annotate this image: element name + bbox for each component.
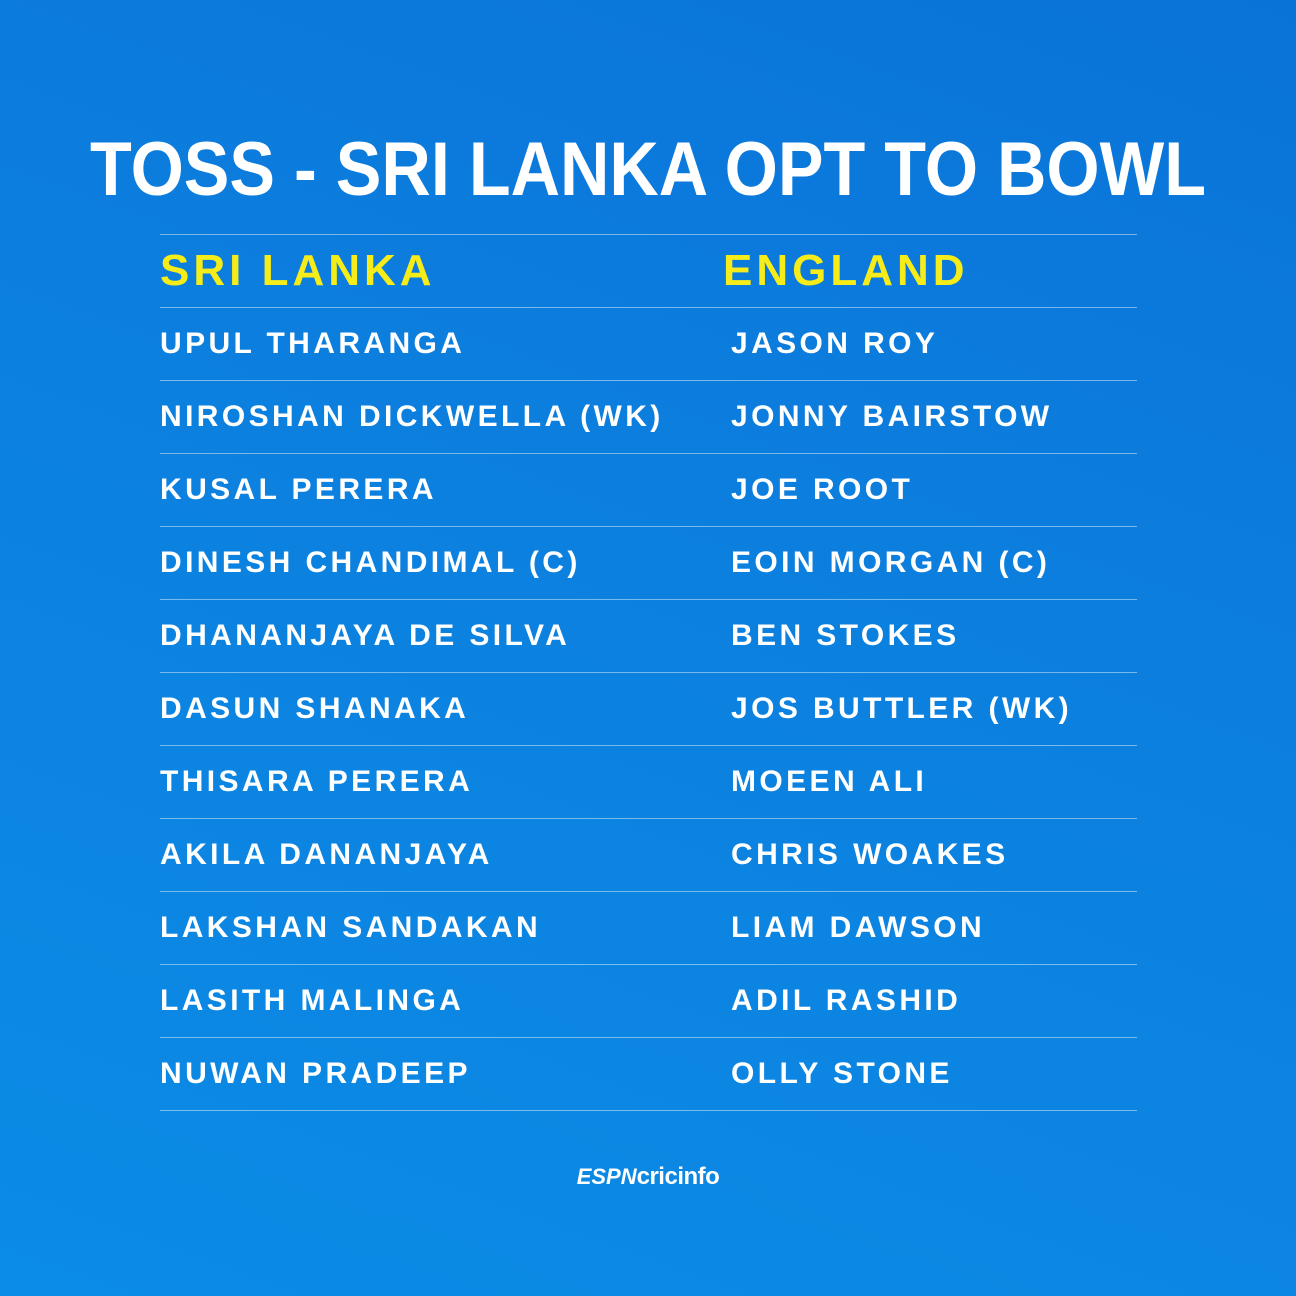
player-england: JASON ROY <box>731 327 939 360</box>
cricinfo-wordmark: cricinfo <box>636 1163 720 1190</box>
lineup-table: SRI LANKA ENGLAND UPUL THARANGA JASON RO… <box>160 234 1137 1111</box>
player-sri-lanka: LAKSHAN SANDAKAN <box>160 911 542 944</box>
player-sri-lanka: KUSAL PERERA <box>160 473 437 506</box>
player-england: JONNY BAIRSTOW <box>731 400 1053 433</box>
espn-wordmark: ESPN <box>576 1164 637 1189</box>
player-sri-lanka: DHANANJAYA DE SILVA <box>160 619 571 652</box>
team-name-sri-lanka: SRI LANKA <box>160 246 436 295</box>
player-sri-lanka: AKILA DANANJAYA <box>160 838 493 871</box>
player-england: CHRIS WOAKES <box>731 838 1009 871</box>
team-header-row: SRI LANKA ENGLAND <box>160 234 1137 307</box>
player-england: EOIN MORGAN (C) <box>731 546 1051 579</box>
player-sri-lanka: DINESH CHANDIMAL (C) <box>160 546 581 579</box>
player-row: DASUN SHANAKA JOS BUTTLER (WK) <box>160 672 1137 745</box>
player-england: LIAM DAWSON <box>731 911 986 944</box>
player-row: NUWAN PRADEEP OLLY STONE <box>160 1037 1137 1111</box>
player-sri-lanka: NIROSHAN DICKWELLA (WK) <box>160 400 664 433</box>
player-row: LASITH MALINGA ADIL RASHID <box>160 964 1137 1037</box>
player-england: JOE ROOT <box>731 473 914 506</box>
player-sri-lanka: UPUL THARANGA <box>160 327 466 360</box>
player-row: NIROSHAN DICKWELLA (WK) JONNY BAIRSTOW <box>160 380 1137 453</box>
player-row: THISARA PERERA MOEEN ALI <box>160 745 1137 818</box>
player-sri-lanka: NUWAN PRADEEP <box>160 1057 471 1090</box>
team-name-england: ENGLAND <box>723 246 969 295</box>
espncricinfo-logo: ESPNcricinfo <box>0 1161 1296 1193</box>
player-sri-lanka: LASITH MALINGA <box>160 984 465 1017</box>
page-title: TOSS - SRI LANKA OPT TO BOWL <box>90 127 1206 212</box>
player-row: KUSAL PERERA JOE ROOT <box>160 453 1137 526</box>
player-row: DHANANJAYA DE SILVA BEN STOKES <box>160 599 1137 672</box>
player-england: ADIL RASHID <box>731 984 962 1017</box>
player-england: BEN STOKES <box>731 619 960 652</box>
player-row: UPUL THARANGA JASON ROY <box>160 307 1137 380</box>
player-row: LAKSHAN SANDAKAN LIAM DAWSON <box>160 891 1137 964</box>
player-sri-lanka: DASUN SHANAKA <box>160 692 470 725</box>
player-row: DINESH CHANDIMAL (C) EOIN MORGAN (C) <box>160 526 1137 599</box>
player-england: JOS BUTTLER (WK) <box>731 692 1073 725</box>
player-england: OLLY STONE <box>731 1057 953 1090</box>
player-england: MOEEN ALI <box>731 765 928 798</box>
player-sri-lanka: THISARA PERERA <box>160 765 474 798</box>
player-row: AKILA DANANJAYA CHRIS WOAKES <box>160 818 1137 891</box>
